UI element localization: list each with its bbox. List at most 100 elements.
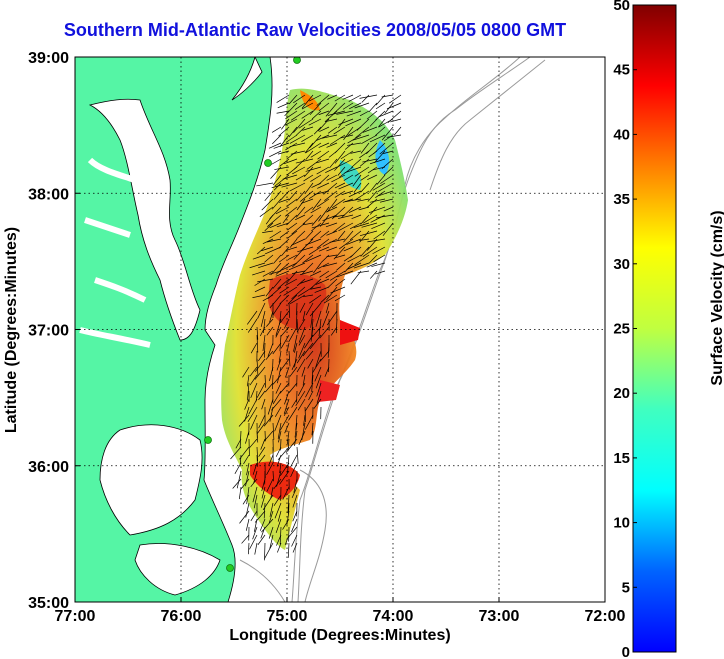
velocity-vector bbox=[273, 142, 290, 149]
velocity-vector bbox=[372, 246, 386, 255]
velocity-vector bbox=[354, 166, 370, 177]
velocity-vector bbox=[252, 254, 266, 260]
velocity-vector bbox=[354, 102, 370, 109]
velocity-vector bbox=[297, 286, 314, 297]
bathymetry-contours bbox=[239, 57, 546, 602]
velocity-vector bbox=[308, 246, 322, 255]
velocity-vector bbox=[249, 534, 258, 550]
velocity-vector bbox=[294, 214, 306, 221]
velocity-vector bbox=[269, 222, 282, 229]
velocity-vector bbox=[273, 182, 282, 191]
velocity-vector bbox=[293, 246, 306, 260]
velocity-vector bbox=[250, 342, 258, 354]
velocity-vector bbox=[325, 166, 338, 174]
velocity-vector bbox=[288, 302, 291, 318]
velocity-vector bbox=[284, 102, 298, 117]
velocity-vector bbox=[308, 118, 322, 126]
velocity-vector bbox=[269, 310, 274, 323]
velocity-vector bbox=[288, 190, 298, 201]
velocity-vector bbox=[315, 374, 322, 389]
velocity-vector bbox=[301, 134, 314, 142]
velocity-vector bbox=[360, 142, 370, 154]
velocity-vector bbox=[298, 342, 306, 359]
velocity-vector bbox=[295, 414, 298, 431]
velocity-vector bbox=[351, 214, 362, 220]
velocity-vector bbox=[261, 518, 274, 533]
velocity-vector bbox=[326, 254, 338, 258]
velocity-vector bbox=[252, 526, 258, 540]
velocity-vector bbox=[343, 254, 354, 262]
velocity-vector bbox=[347, 142, 362, 146]
velocity-vector bbox=[330, 286, 346, 294]
velocity-vector bbox=[249, 374, 258, 386]
velocity-vector bbox=[283, 406, 290, 417]
velocity-vector bbox=[254, 366, 266, 380]
velocity-vector bbox=[274, 502, 282, 519]
velocity-vector bbox=[287, 230, 298, 239]
velocity-vector bbox=[344, 198, 362, 203]
velocity-vector bbox=[304, 334, 314, 349]
velocity-vector bbox=[264, 542, 266, 561]
velocity-vector bbox=[367, 166, 378, 174]
velocity-vector bbox=[249, 366, 258, 377]
velocity-vector bbox=[247, 406, 258, 422]
velocity-vector bbox=[322, 214, 338, 222]
velocity-vector bbox=[325, 270, 338, 279]
velocity-vector bbox=[348, 102, 362, 110]
velocity-vector bbox=[311, 182, 322, 188]
velocity-vector bbox=[291, 286, 306, 300]
velocity-vector bbox=[361, 134, 378, 144]
velocity-vector bbox=[272, 134, 282, 145]
velocity-vector bbox=[336, 270, 354, 278]
velocity-vector bbox=[337, 230, 346, 240]
velocity-vector bbox=[366, 262, 378, 268]
velocity-vector bbox=[291, 534, 298, 547]
velocity-vector bbox=[362, 126, 378, 133]
velocity-vector bbox=[367, 238, 386, 243]
velocity-vector bbox=[287, 438, 290, 452]
velocity-vector bbox=[372, 166, 386, 171]
velocity-vector bbox=[327, 126, 338, 134]
velocity-vector bbox=[329, 158, 338, 169]
velocity-vector bbox=[250, 510, 258, 522]
velocity-vector bbox=[302, 254, 314, 264]
lat-lon-grid bbox=[75, 57, 605, 602]
velocity-vector bbox=[289, 134, 306, 144]
velocity-vector bbox=[277, 422, 282, 439]
velocity-vector bbox=[293, 334, 298, 352]
velocity-vector bbox=[363, 214, 378, 224]
colorbar-tick-label: 20 bbox=[613, 385, 630, 402]
velocity-vector bbox=[279, 358, 290, 372]
velocity-vector bbox=[296, 198, 306, 211]
velocity-vector bbox=[302, 310, 306, 322]
velocity-vector bbox=[236, 470, 242, 489]
velocity-vector bbox=[312, 358, 322, 374]
velocity-vector bbox=[305, 254, 322, 263]
velocity-vector bbox=[318, 142, 330, 148]
velocity-vector bbox=[317, 150, 330, 160]
velocity-vector bbox=[256, 182, 274, 187]
velocity-vector bbox=[288, 350, 291, 367]
velocity-vector bbox=[304, 142, 314, 154]
velocity-vector bbox=[296, 350, 306, 364]
velocity-vector bbox=[304, 398, 314, 412]
velocity-vector bbox=[338, 118, 354, 126]
velocity-vector bbox=[283, 286, 298, 296]
velocity-vector bbox=[350, 150, 362, 154]
velocity-vector bbox=[310, 326, 314, 342]
velocity-vector bbox=[309, 302, 322, 317]
velocity-vector bbox=[263, 318, 266, 334]
velocity-vector bbox=[264, 374, 267, 388]
velocity-vector bbox=[276, 94, 290, 103]
velocity-vector bbox=[263, 502, 266, 519]
velocity-vector bbox=[264, 190, 274, 202]
velocity-vector bbox=[301, 110, 314, 119]
velocity-vector bbox=[329, 134, 346, 145]
velocity-vector bbox=[264, 542, 274, 559]
colorbar-tick-label: 35 bbox=[613, 191, 630, 208]
velocity-vector bbox=[369, 198, 386, 203]
velocity-vector bbox=[269, 150, 282, 158]
velocity-vector bbox=[300, 270, 314, 276]
velocity-vector bbox=[304, 406, 306, 423]
velocity-vector bbox=[383, 166, 394, 176]
